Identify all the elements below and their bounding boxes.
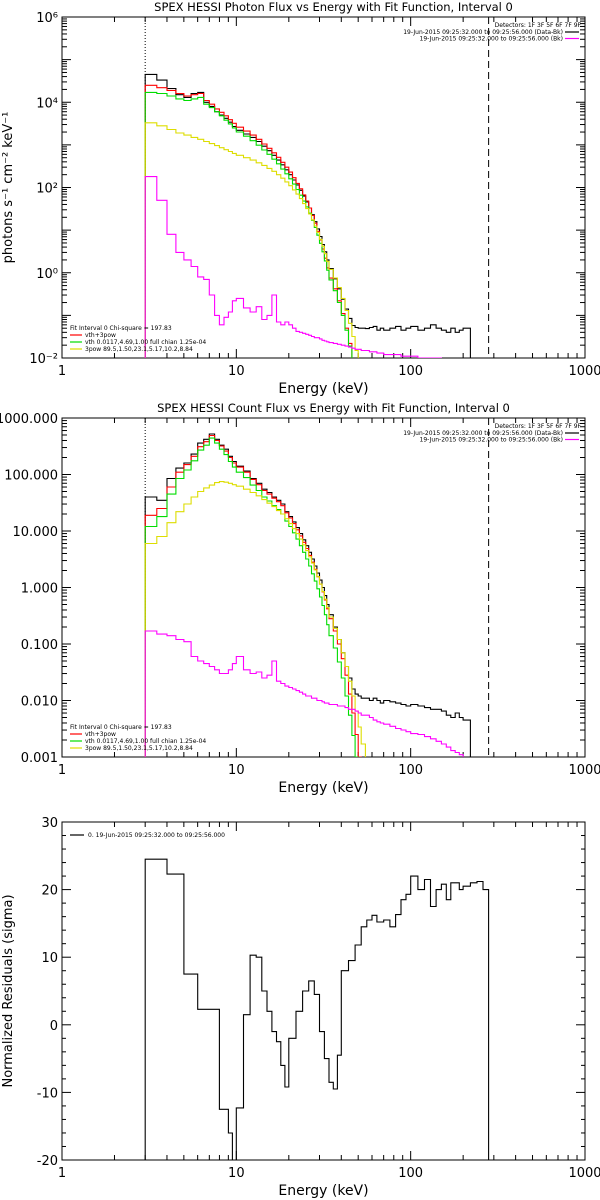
y-tick-label: 0.001	[21, 751, 58, 766]
x-axis-label: Energy (keV)	[278, 780, 368, 796]
series-3pow	[144, 481, 366, 757]
y-tick-label: 10⁴	[36, 96, 58, 111]
series-bk	[144, 630, 464, 757]
x-tick-label: 10	[228, 364, 245, 379]
series-vth-3pow	[144, 434, 362, 757]
detectors-label: Detectors: 1F 3F 5F 6F 7F 9F	[495, 22, 582, 29]
y-tick-label: 100.000	[4, 469, 58, 484]
x-axis-label: Energy (keV)	[278, 381, 368, 397]
chart-title: SPEX HESSI Photon Flux vs Energy with Fi…	[154, 0, 513, 14]
legend-left-entry: 0. 19-Jun-2015 09:25:32.000 to 09:25:56.…	[88, 832, 225, 839]
legend-right-entry: 19-Jun-2015 09:25:32.000 to 09:25:56.000…	[403, 430, 563, 437]
plot-frame	[61, 821, 586, 1161]
chart-title: SPEX HESSI Count Flux vs Energy with Fit…	[157, 401, 510, 415]
data-layer	[144, 433, 471, 757]
y-tick-label: 20	[41, 884, 58, 899]
x-tick-label: 1000	[568, 364, 600, 379]
x-tick-label: 1	[58, 763, 66, 778]
x-tick-label: 10	[228, 763, 245, 778]
y-tick-label: -20	[37, 1154, 58, 1169]
legend-left-entry: 3pow 89.5,1.50,23.1,5.17,10.2,8.84	[85, 745, 193, 752]
series-bk	[144, 176, 442, 358]
data-layer	[144, 73, 471, 358]
fit-interval-label: Fit Interval 0 Chi-square = 197.83	[70, 325, 172, 332]
y-tick-label: -10	[37, 1086, 58, 1101]
y-axis-label: Normalized Residuals (sigma)	[1, 894, 16, 1087]
legend-right-entry: 19-Jun-2015 09:25:32.000 to 09:25:56.000…	[420, 437, 563, 444]
legend-right-entry: 19-Jun-2015 09:25:32.000 to 09:25:56.000…	[420, 36, 563, 43]
chart-panel-1: 1 10 100 1000 Energy (keV) 10⁻² 10⁰ 10² 10⁴ 10⁶ ph…	[1, 0, 600, 397]
legend-left-entry: vth 0.0117,4.69,1.00 full chian 1.25e-04	[85, 738, 206, 745]
x-axis-label: Energy (keV)	[278, 1183, 368, 1199]
series-vth	[144, 91, 353, 358]
fit-interval-label: Fit Interval 0 Chi-square = 197.83	[70, 724, 172, 731]
chart-panel-2: 1 10 100 1000 Energy (keV) 0.001 0.010 0.100 1.0…	[0, 401, 600, 796]
x-tick-label: 1	[58, 364, 66, 379]
y-tick-label: 10⁻²	[29, 352, 58, 367]
series-3pow	[144, 122, 359, 358]
y-tick-label: 10²	[36, 182, 58, 197]
data-layer	[144, 858, 490, 1160]
x-tick-label: 100	[398, 364, 423, 379]
y-tick-label: 0.100	[21, 638, 58, 653]
legend-left-entry: vth+3pow	[85, 332, 116, 339]
x-tick-label: 10	[228, 1166, 245, 1181]
series-vth-3pow	[144, 84, 353, 358]
legend-left-entry: vth+3pow	[85, 731, 116, 738]
x-tick-label: 1000	[568, 1166, 600, 1181]
legend-right-entry: 19-Jun-2015 09:25:32.000 to 09:25:56.000…	[403, 29, 563, 36]
y-tick-label: 10	[41, 951, 58, 966]
x-tick-label: 100	[398, 1166, 423, 1181]
y-tick-label: 10.000	[13, 525, 59, 540]
series-0-19-jun-2015-09-25-32-000-to-09-25-56-000	[144, 858, 490, 1160]
legend-left-entry: 3pow 89.5,1.50,23.1,5.17,10.2,8.84	[85, 346, 193, 353]
y-tick-label: 0	[50, 1019, 58, 1034]
y-tick-label: 10⁰	[36, 267, 58, 282]
x-tick-label: 100	[398, 763, 423, 778]
x-tick-label: 1	[58, 1166, 66, 1181]
detectors-label: Detectors: 1F 3F 5F 6F 7F 9F	[495, 423, 582, 430]
chart-panel-3: 1 10 100 1000 Energy (keV) -20 -10 0 10 20 30 Norma…	[1, 816, 600, 1199]
y-tick-label: 10⁶	[36, 11, 58, 26]
y-tick-label: 0.010	[21, 695, 58, 710]
legend-left-entry: vth 0.0117,4.69,1.00 full chian 1.25e-04	[85, 339, 206, 346]
y-tick-label: 30	[41, 816, 58, 831]
x-tick-label: 1000	[568, 763, 600, 778]
y-tick-label: 1000.000	[0, 412, 58, 427]
y-axis-label: photons s⁻¹ cm⁻² keV⁻¹	[1, 112, 16, 264]
y-tick-label: 1.000	[21, 582, 58, 597]
